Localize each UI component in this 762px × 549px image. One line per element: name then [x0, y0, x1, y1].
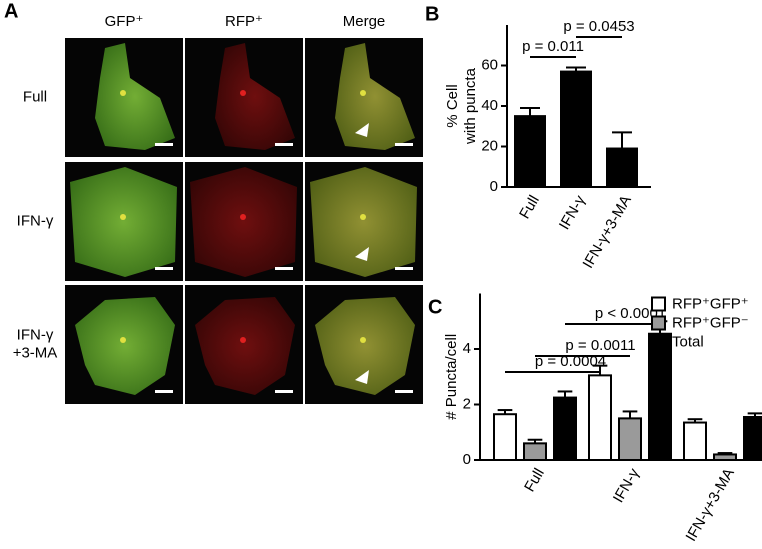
legend-swatch — [651, 315, 666, 331]
x-tick-label: Full — [516, 192, 543, 221]
cell — [190, 167, 297, 277]
row-label: IFN-γ — [17, 212, 54, 229]
column-header: RFP⁺ — [225, 13, 263, 30]
bar — [493, 413, 517, 461]
bar — [713, 453, 737, 462]
y-tick-label: 4 — [463, 340, 471, 357]
column-header: GFP⁺ — [105, 13, 144, 30]
scale-bar — [155, 390, 173, 393]
puncta — [360, 90, 366, 96]
bar — [560, 70, 592, 188]
legend-label: RFP⁺GFP⁻ — [672, 314, 749, 331]
puncta — [240, 90, 246, 96]
scale-bar — [275, 143, 293, 146]
x-tick-label: IFN-γ+3-MA — [683, 465, 738, 544]
y-axis-label: % Cellwith puncta — [444, 67, 479, 145]
legend-label: RFP⁺GFP⁺ — [672, 295, 749, 312]
bar — [648, 332, 672, 461]
legend-swatch — [651, 334, 666, 350]
bar — [588, 374, 612, 461]
panel-label: C — [428, 296, 442, 318]
y-tick-label: 0 — [463, 451, 471, 468]
bar — [618, 417, 642, 461]
cell — [70, 167, 177, 277]
puncta — [360, 214, 366, 220]
y-tick-label: 40 — [481, 97, 498, 114]
scale-bar — [395, 143, 413, 146]
p-value: p = 0.0453 — [563, 18, 634, 35]
puncta — [120, 90, 126, 96]
x-tick-label: IFN-γ — [556, 192, 589, 233]
scale-bar — [275, 267, 293, 270]
micrographs — [65, 38, 423, 404]
scale-bar — [275, 390, 293, 393]
scale-bar — [155, 143, 173, 146]
scale-bar — [155, 267, 173, 270]
bar — [683, 421, 707, 462]
y-tick-label: 20 — [481, 137, 498, 154]
p-value: p = 0.0004 — [535, 353, 606, 370]
bar — [553, 396, 577, 461]
puncta — [240, 214, 246, 220]
arrowhead — [355, 123, 369, 137]
row-label: Full — [23, 88, 47, 105]
p-value: p = 0.0011 — [565, 337, 635, 354]
y-tick-label: 60 — [481, 56, 498, 73]
p-value: p = 0.011 — [522, 38, 584, 55]
x-tick-label: IFN-γ+3-MA — [580, 192, 635, 271]
arrowhead — [355, 247, 369, 261]
legend-label: Total — [672, 333, 704, 350]
bar — [606, 147, 638, 188]
y-axis-label: # Puncta/cell — [443, 334, 460, 420]
scale-bar — [395, 390, 413, 393]
x-tick-label: IFN-γ — [610, 465, 643, 506]
puncta — [240, 337, 246, 343]
legend-swatch — [651, 296, 666, 312]
x-tick-label: Full — [521, 465, 548, 494]
puncta — [360, 337, 366, 343]
panel-label: B — [425, 3, 439, 25]
panel-label: A — [4, 0, 18, 22]
row-label: IFN-γ +3-MA — [13, 326, 58, 361]
y-tick-label: 0 — [490, 178, 498, 195]
y-tick-label: 2 — [463, 395, 471, 412]
bar — [743, 415, 762, 461]
scale-bar — [395, 267, 413, 270]
column-header: Merge — [343, 13, 386, 30]
bar — [523, 442, 547, 462]
cell — [310, 167, 417, 277]
arrowhead — [355, 370, 369, 384]
p-value: p < 0.0001 — [595, 305, 666, 322]
puncta — [120, 337, 126, 343]
puncta — [120, 214, 126, 220]
bar — [514, 115, 546, 188]
